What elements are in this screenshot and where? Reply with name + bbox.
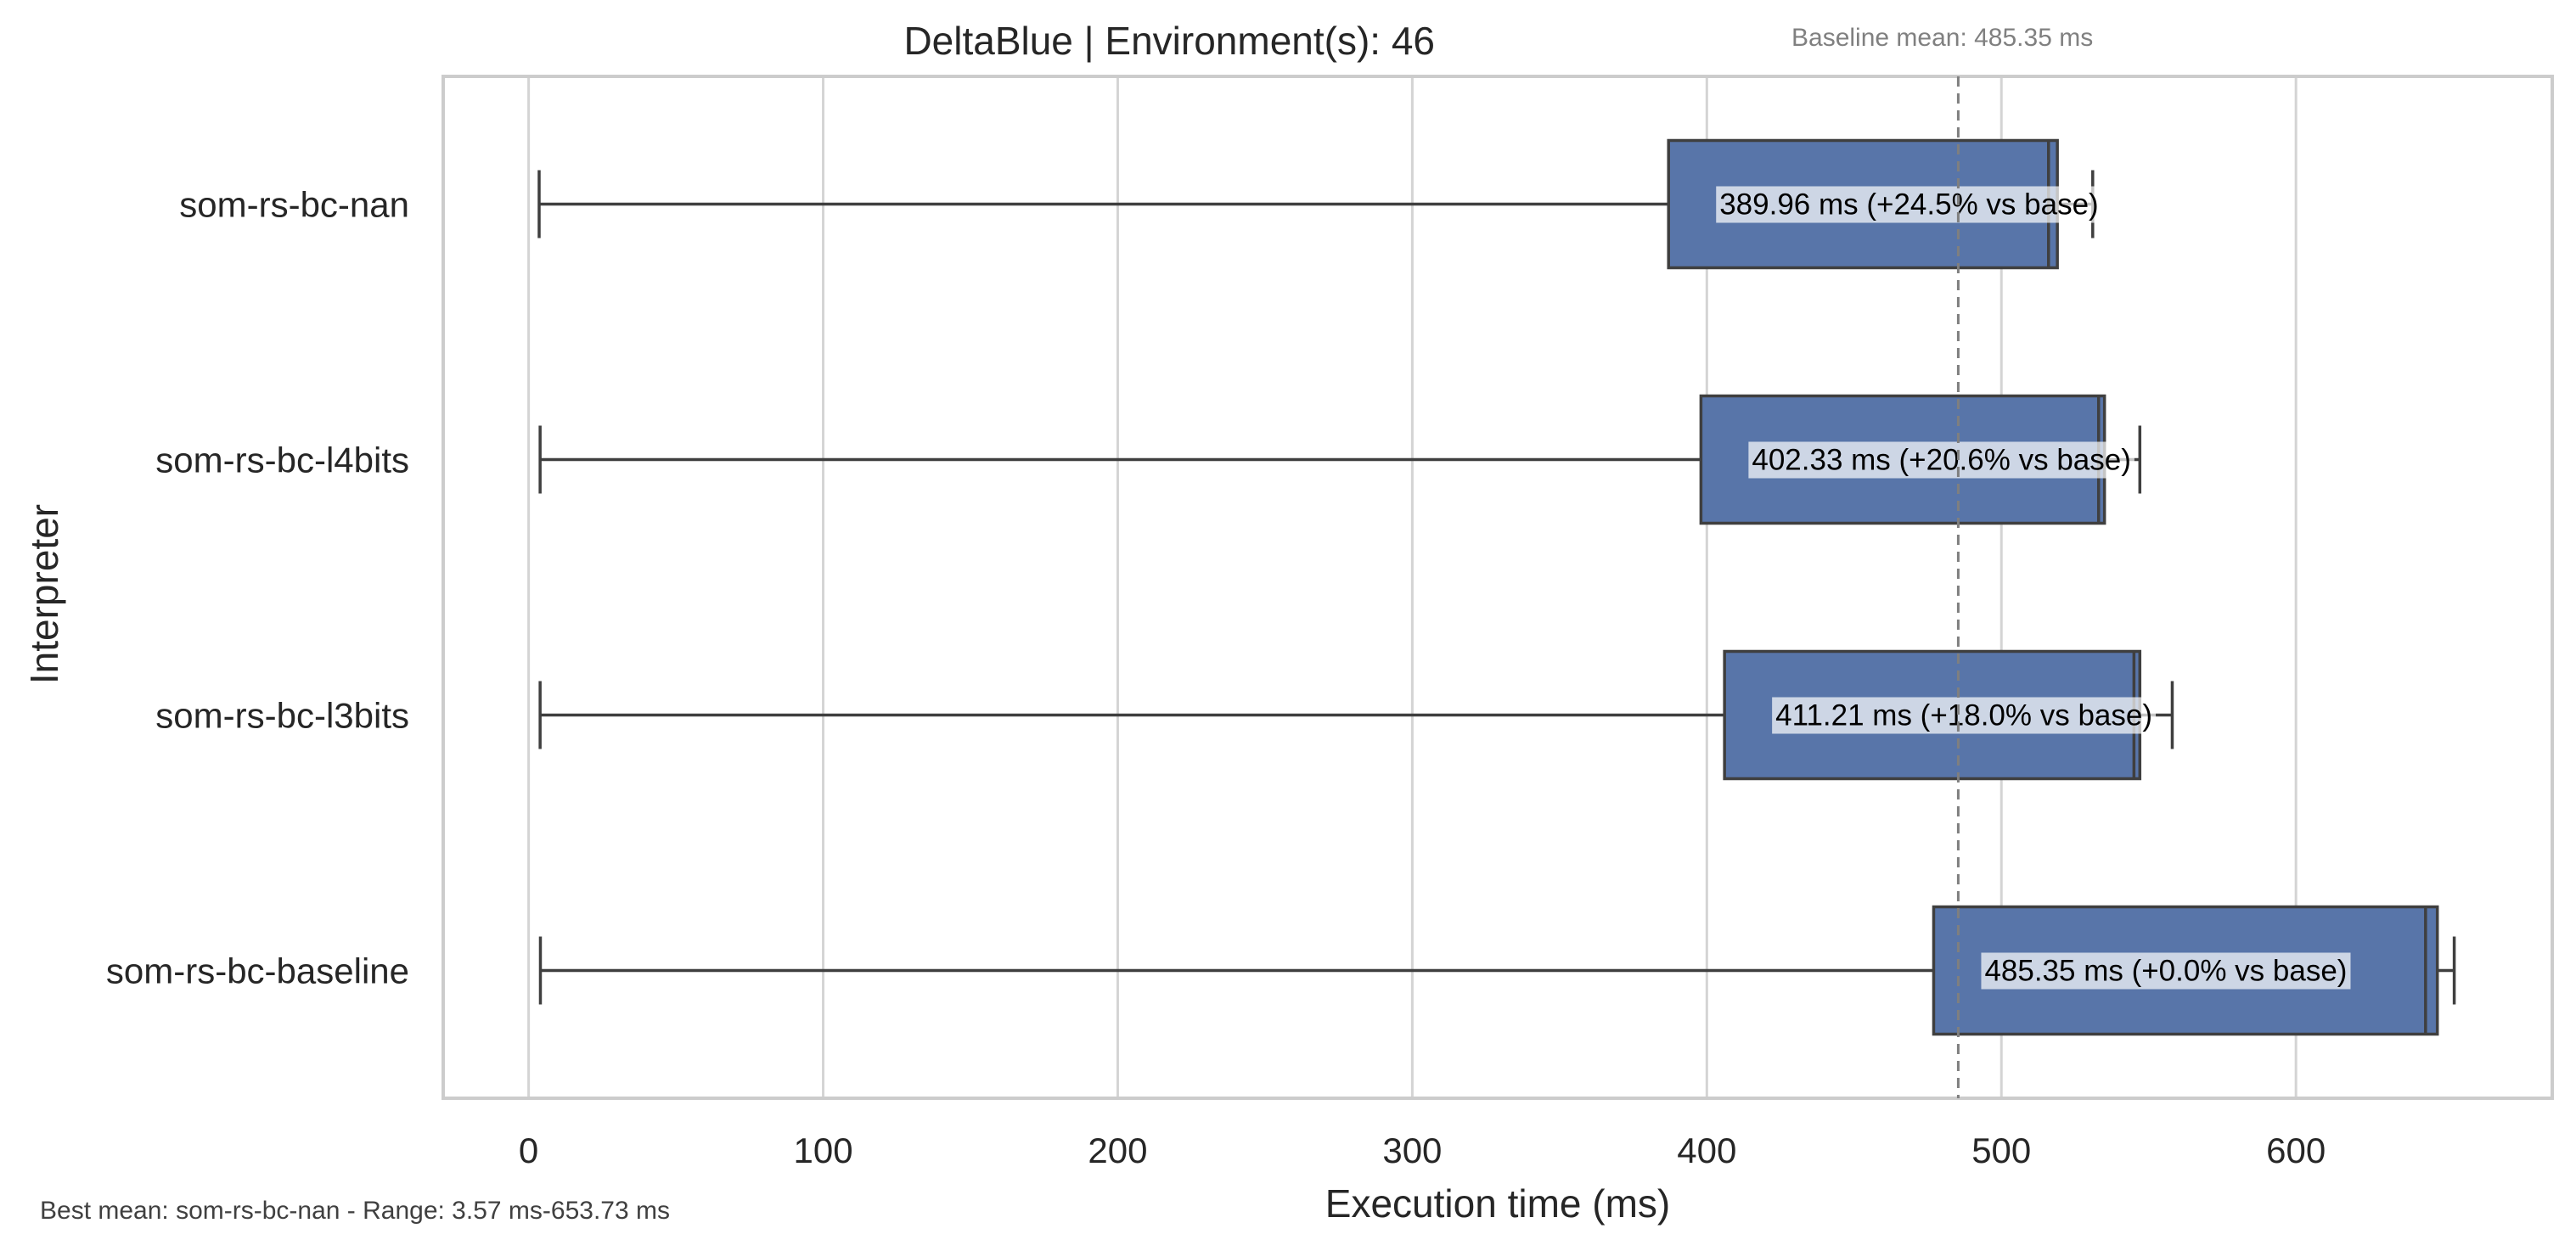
annotation-background [1772,697,2157,734]
box-group-som-rs-bc-baseline: 485.35 ms (+0.0% vs base) [538,905,2456,1036]
mean-annotation: 402.33 ms (+20.6% vs base) [1748,441,2134,479]
x-axis-label: Execution time (ms) [1325,1181,1670,1226]
x-tick-label: 500 [1971,1130,2031,1170]
annotation-text: 389.96 ms (+24.5% vs base) [1719,188,2098,222]
y-axis-label: Interpreter [22,504,66,684]
x-tick-label: 300 [1382,1130,1442,1170]
y-tick-label: som-rs-bc-l4bits [155,440,409,480]
x-tick-label: 600 [2266,1130,2326,1170]
x-tick-label: 200 [1088,1130,1147,1170]
footer-note: Best mean: som-rs-bc-nan - Range: 3.57 m… [40,1197,670,1225]
x-tick-label: 400 [1677,1130,1736,1170]
box-group-som-rs-bc-nan: 389.96 ms (+24.5% vs base) [537,138,2102,270]
baseline-mean-note: Baseline mean: 485.35 ms [1791,24,2093,52]
box-plots: 389.96 ms (+24.5% vs base) 402.33 ms (+20… [537,76,2456,1098]
y-tick-label: som-rs-bc-l3bits [155,696,409,736]
annotation-text: 485.35 ms (+0.0% vs base) [1984,955,2347,988]
x-tick-label: 100 [793,1130,852,1170]
annotation-background [1981,952,2351,990]
annotation-text: 402.33 ms (+20.6% vs base) [1752,444,2131,477]
plot-area [442,75,2554,1100]
annotation-background [1748,441,2134,479]
x-tick-labels: 0 100 200 300 400 500 600 [519,1130,2326,1170]
chart-title: DeltaBlue | Environment(s): 46 [903,19,1435,63]
y-tick-labels: som-rs-bc-nan som-rs-bc-l4bits som-rs-bc-l… [106,185,409,991]
y-tick-label: som-rs-bc-nan [179,185,409,225]
mean-annotation: 389.96 ms (+24.5% vs base) [1716,186,2102,223]
mean-annotation: 485.35 ms (+0.0% vs base) [1981,952,2351,990]
x-tick-label: 0 [519,1130,538,1170]
annotation-background [1716,186,2102,223]
annotation-text: 411.21 ms (+18.0% vs base) [1775,699,2152,732]
box-group-som-rs-bc-l4bits: 402.33 ms (+20.6% vs base) [538,394,2142,525]
mean-annotation: 411.21 ms (+18.0% vs base) [1772,697,2157,734]
y-tick-label: som-rs-bc-baseline [106,951,409,991]
box-group-som-rs-bc-l3bits: 411.21 ms (+18.0% vs base) [538,649,2174,781]
